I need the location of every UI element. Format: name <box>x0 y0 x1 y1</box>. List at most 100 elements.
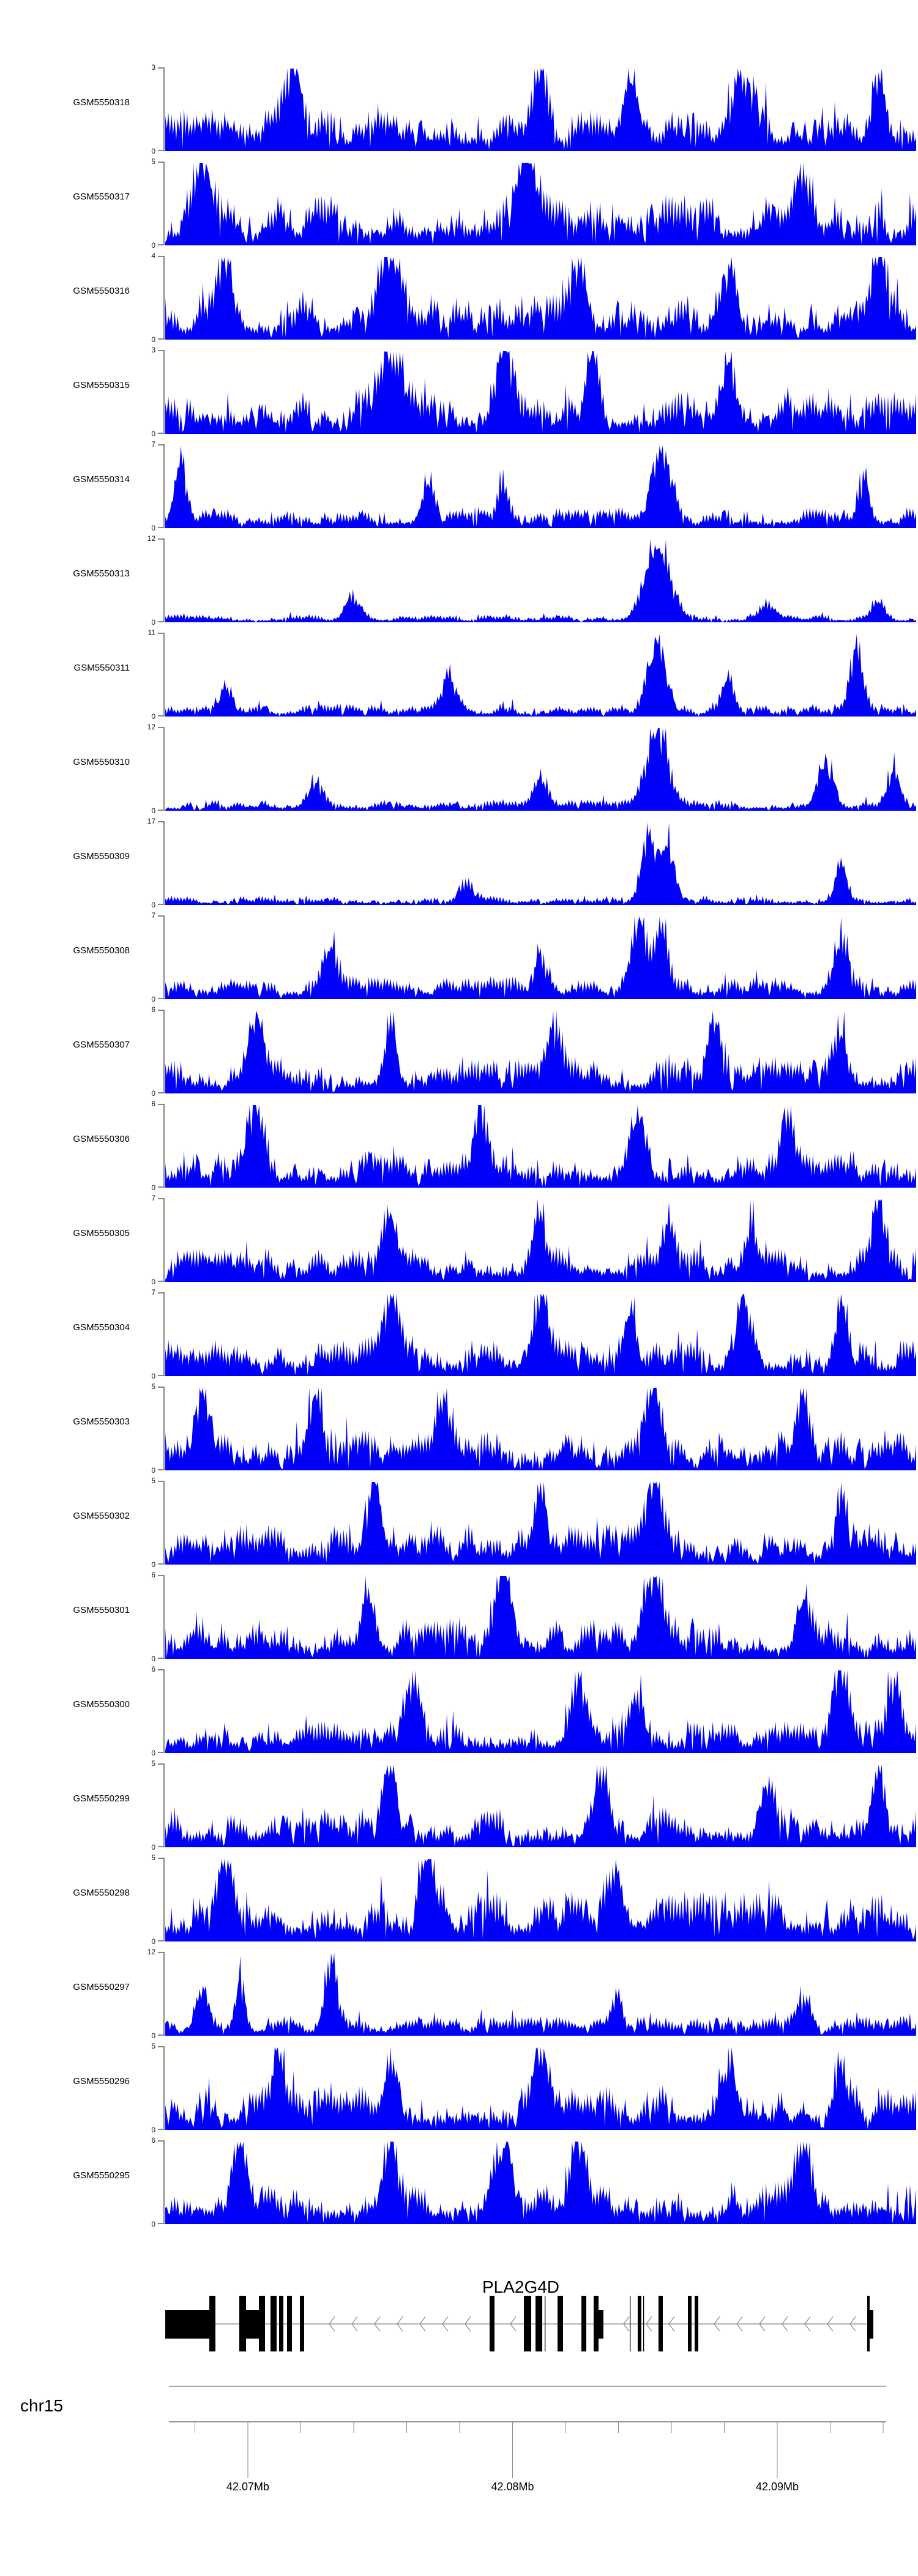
y-axis-max-label: 7 <box>151 1194 155 1202</box>
y-axis-bracket <box>158 1010 165 1093</box>
y-axis-max-label: 7 <box>151 1288 155 1297</box>
y-axis-min-label: 0 <box>151 1655 155 1663</box>
y-axis-max-label: 3 <box>151 63 155 72</box>
strand-arrow-left-icon <box>736 2316 743 2332</box>
strand-arrow-left-icon <box>804 2316 811 2332</box>
y-axis-bracket <box>158 727 165 811</box>
signal-polygon <box>165 1670 916 1753</box>
strand-arrow-left-icon <box>849 2316 856 2332</box>
y-axis-min-label: 0 <box>151 1843 155 1852</box>
y-axis-min-label: 0 <box>151 618 155 627</box>
exon-box <box>271 2296 277 2351</box>
coverage-area-GSM5550297 <box>165 1953 916 2036</box>
exon-box <box>638 2296 641 2351</box>
y-axis-min-label: 0 <box>151 1183 155 1192</box>
y-axis-max-label: 5 <box>151 1476 155 1485</box>
y-axis-min-label: 0 <box>151 995 155 1003</box>
signal-polygon <box>165 540 916 622</box>
exon-box <box>287 2296 292 2351</box>
y-axis-min-label: 0 <box>151 1937 155 1946</box>
strand-arrow-left-icon <box>510 2316 517 2332</box>
exon-box <box>688 2296 692 2351</box>
strand-arrow-left-icon <box>646 2316 652 2332</box>
y-axis-bracket <box>158 821 165 905</box>
track-label-GSM5550295: GSM5550295 <box>73 2170 130 2181</box>
track-label-GSM5550296: GSM5550296 <box>73 2075 130 2086</box>
exon-box <box>524 2296 531 2351</box>
y-axis-bracket <box>158 1763 165 1847</box>
strand-arrow-left-icon <box>397 2316 403 2332</box>
signal-polygon <box>165 163 916 245</box>
track-label-GSM5550315: GSM5550315 <box>73 379 130 390</box>
signal-polygon <box>165 1765 916 1847</box>
track-label-GSM5550303: GSM5550303 <box>73 1416 130 1427</box>
strand-arrow-left-icon <box>782 2316 788 2332</box>
y-axis-max-label: 11 <box>147 628 155 637</box>
signal-polygon <box>165 351 916 434</box>
exon-box <box>279 2296 283 2351</box>
gene-model-track: PLA2G4D <box>165 2277 873 2351</box>
strand-arrow-left-icon <box>623 2316 630 2332</box>
signal-polygon <box>165 1576 916 1659</box>
axis-tick-label: 42.09Mb <box>756 2481 799 2493</box>
track-label-GSM5550302: GSM5550302 <box>73 1510 130 1521</box>
coverage-area-GSM5550318 <box>165 69 916 151</box>
y-axis-min-label: 0 <box>151 901 155 909</box>
y-axis-min-label: 0 <box>151 147 155 155</box>
coverage-area-GSM5550316 <box>165 257 916 340</box>
y-axis-min-label: 0 <box>151 1466 155 1475</box>
y-axis-max-label: 12 <box>147 534 155 543</box>
y-axis-min-label: 0 <box>151 1372 155 1380</box>
y-axis-max-label: 12 <box>147 723 155 731</box>
signal-polygon <box>165 822 916 905</box>
coverage-area-GSM5550305 <box>165 1199 916 1282</box>
track-label-GSM5550304: GSM5550304 <box>73 1322 130 1333</box>
y-axis-max-label: 4 <box>151 251 155 260</box>
y-axis-max-label: 7 <box>151 440 155 449</box>
y-axis-min-label: 0 <box>151 1749 155 1757</box>
y-axis-min-label: 0 <box>151 524 155 532</box>
track-label-GSM5550311: GSM5550311 <box>73 662 130 673</box>
signal-polygon <box>165 445 916 528</box>
coverage-area-GSM5550308 <box>165 917 916 999</box>
y-axis-max-label: 6 <box>151 1571 155 1579</box>
coverage-area-GSM5550298 <box>165 1859 916 1941</box>
coverage-area-GSM5550315 <box>165 351 916 434</box>
y-axis-max-label: 6 <box>151 1100 155 1108</box>
signal-polygon <box>165 1859 916 1941</box>
track-label-GSM5550308: GSM5550308 <box>73 945 130 956</box>
signal-polygon <box>165 1105 916 1188</box>
y-axis-min-label: 0 <box>151 1089 155 1098</box>
track-label-GSM5550310: GSM5550310 <box>73 756 130 767</box>
signal-polygon <box>165 728 916 811</box>
track-label-GSM5550317: GSM5550317 <box>73 191 130 202</box>
strand-arrow-left-icon <box>759 2316 766 2332</box>
y-axis-bracket <box>158 1481 165 1565</box>
coverage-area-GSM5550317 <box>165 163 916 245</box>
exon-box <box>695 2296 698 2351</box>
y-axis-max-label: 5 <box>151 2042 155 2050</box>
track-label-GSM5550305: GSM5550305 <box>73 1227 130 1238</box>
y-axis-min-label: 0 <box>151 1278 155 1286</box>
signal-polygon <box>165 1011 916 1093</box>
y-axis-min-label: 0 <box>151 430 155 438</box>
strand-arrow-left-icon <box>442 2316 449 2332</box>
track-label-GSM5550307: GSM5550307 <box>73 1039 130 1050</box>
axis-tick-label: 42.07Mb <box>226 2481 269 2493</box>
strand-arrow-left-icon <box>668 2316 675 2332</box>
strand-arrow-left-icon <box>329 2316 335 2332</box>
axis-tick-label: 42.08Mb <box>491 2481 534 2493</box>
coverage-area-GSM5550296 <box>165 2047 916 2130</box>
y-axis-bracket <box>158 1198 165 1282</box>
strand-arrow-left-icon <box>827 2316 834 2332</box>
y-axis-bracket <box>158 1104 165 1188</box>
strand-arrow-left-icon <box>714 2316 720 2332</box>
signal-polygon <box>165 1199 916 1282</box>
y-axis-min-label: 0 <box>151 335 155 344</box>
y-axis-bracket <box>158 633 165 717</box>
coverage-area-GSM5550302 <box>165 1482 916 1565</box>
track-label-GSM5550300: GSM5550300 <box>73 1699 130 1710</box>
signal-polygon <box>165 1294 916 1376</box>
exon-thick-box <box>246 2310 260 2339</box>
